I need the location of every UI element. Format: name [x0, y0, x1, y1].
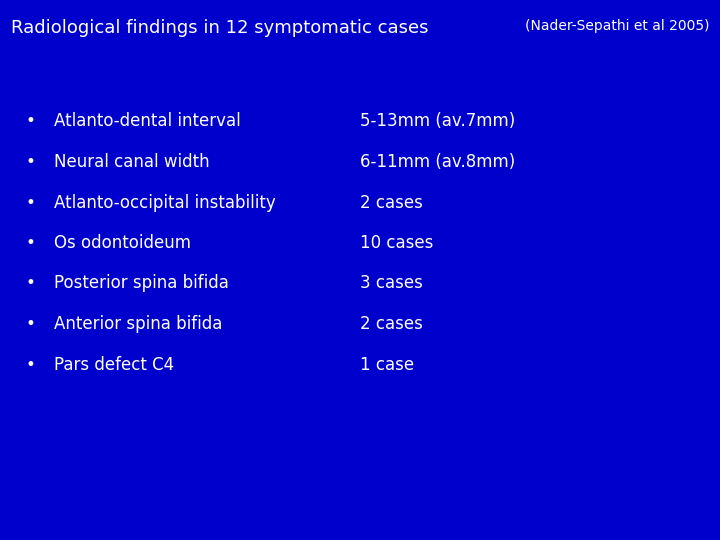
Text: Os odontoideum: Os odontoideum: [54, 234, 191, 252]
Text: Atlanto-occipital instability: Atlanto-occipital instability: [54, 193, 276, 212]
Text: •: •: [25, 193, 35, 212]
Text: 1 case: 1 case: [360, 355, 414, 374]
Text: 10 cases: 10 cases: [360, 234, 433, 252]
Text: 6-11mm (av.8mm): 6-11mm (av.8mm): [360, 153, 516, 171]
Text: •: •: [25, 234, 35, 252]
Text: 3 cases: 3 cases: [360, 274, 423, 293]
Text: Radiological findings in 12 symptomatic cases: Radiological findings in 12 symptomatic …: [11, 19, 428, 37]
Text: 2 cases: 2 cases: [360, 193, 423, 212]
Text: 2 cases: 2 cases: [360, 315, 423, 333]
Text: •: •: [25, 153, 35, 171]
Text: Anterior spina bifida: Anterior spina bifida: [54, 315, 222, 333]
Text: Pars defect C4: Pars defect C4: [54, 355, 174, 374]
Text: •: •: [25, 274, 35, 293]
Text: •: •: [25, 355, 35, 374]
Text: 5-13mm (av.7mm): 5-13mm (av.7mm): [360, 112, 516, 131]
Text: (Nader-Sepathi et al 2005): (Nader-Sepathi et al 2005): [525, 19, 709, 33]
Text: •: •: [25, 112, 35, 131]
Text: Posterior spina bifida: Posterior spina bifida: [54, 274, 229, 293]
Text: Neural canal width: Neural canal width: [54, 153, 210, 171]
Text: •: •: [25, 315, 35, 333]
Text: Atlanto-dental interval: Atlanto-dental interval: [54, 112, 240, 131]
